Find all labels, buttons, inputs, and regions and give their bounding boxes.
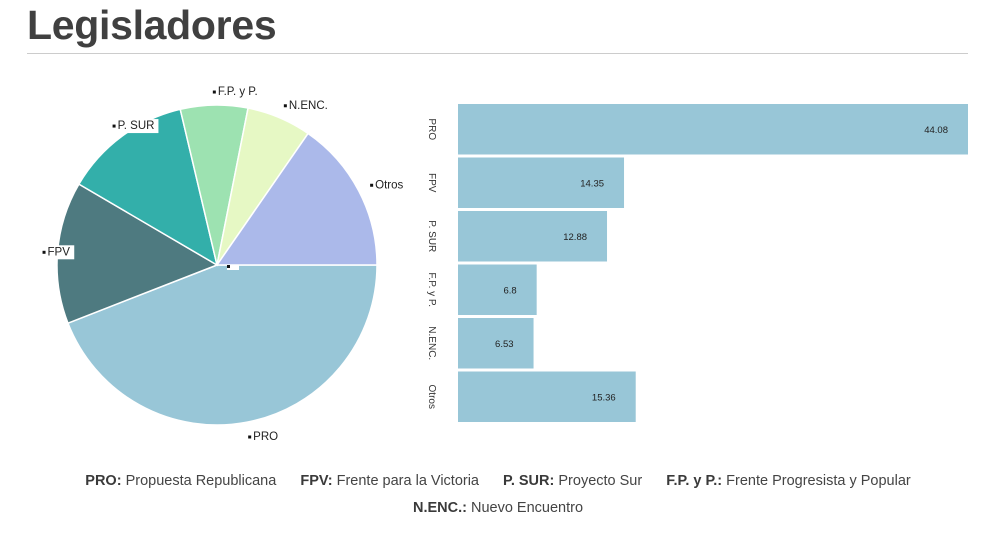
bar-tick-p-sur: P. SUR xyxy=(426,220,437,252)
svg-text:F.P. y P.: F.P. y P. xyxy=(218,86,258,98)
bar-pro xyxy=(458,104,968,155)
bar-p-sur xyxy=(458,211,608,262)
bar-tick-f-p-y-p: F.P. y P. xyxy=(426,272,437,307)
svg-text:Otros: Otros xyxy=(375,179,403,191)
legend-item-nenc: N.ENC.: Nuevo Encuentro xyxy=(412,500,584,516)
bar-value-f-p-y-p: 6.8 xyxy=(503,285,516,296)
bar-chart: 44.08 PRO 14.35 FPV 12.88 P. SUR 6.8 F.P. y P. 6… xyxy=(426,104,968,422)
legend-item-fpyp: F.P. y P.: Frente Progresista y Popular xyxy=(666,473,911,489)
svg-text:FPV: FPV xyxy=(48,246,71,258)
pie-chart xyxy=(56,104,378,426)
bar-value-fpv: 14.35 xyxy=(580,178,604,189)
svg-text:N.ENC.: N.ENC. xyxy=(289,100,328,112)
bar-tick-otros: Otros xyxy=(426,385,437,409)
pie-center-marker xyxy=(227,265,239,270)
bar-value-pro: 44.08 xyxy=(924,125,948,136)
bar-value-n-enc: 6.53 xyxy=(495,339,514,350)
title-divider xyxy=(27,53,968,54)
pie-label-otros: Otros xyxy=(368,178,408,193)
legend-item-pro: PRO: Propuesta Republicana xyxy=(85,473,277,489)
legend-item-psur: P. SUR: Proyecto Sur xyxy=(503,473,643,489)
page-title: Legisladores xyxy=(27,2,277,48)
svg-text:PRO: PRO xyxy=(253,431,278,443)
bar-fpv xyxy=(458,157,625,208)
pie-label-pro: PRO xyxy=(246,429,283,444)
bar-n-enc xyxy=(458,318,534,369)
bar-value-otros: 15.36 xyxy=(592,392,616,403)
pie-label-p-sur: P. SUR xyxy=(110,119,159,134)
pie-label-f-p-y-p: F.P. y P. xyxy=(210,85,262,100)
pie-slice-pro xyxy=(66,264,378,426)
bar-tick-pro: PRO xyxy=(426,118,437,140)
bar-tick-fpv: FPV xyxy=(426,173,437,193)
bar-tick-n-enc: N.ENC. xyxy=(426,326,437,360)
legend: PRO: Propuesta Republicana FPV: Frente p… xyxy=(40,468,956,522)
bar-value-p-sur: 12.88 xyxy=(563,232,587,243)
pie-labels: PRO FPV P. SUR F.P. y P. N.ENC. Otros xyxy=(40,85,408,444)
pie-slice-p-sur xyxy=(77,108,219,267)
charts-canvas: PRO FPV P. SUR F.P. y P. N.ENC. Otros 44.08 PR… xyxy=(40,85,968,444)
pie-label-n-enc: N.ENC. xyxy=(281,98,332,113)
svg-text:P. SUR: P. SUR xyxy=(118,120,155,132)
bar-f-p-y-p xyxy=(458,264,537,315)
bar-otros xyxy=(458,371,636,422)
pie-slice-otros xyxy=(215,132,378,266)
pie-label-fpv: FPV xyxy=(40,245,75,260)
legend-item-fpv: FPV: Frente para la Victoria xyxy=(300,473,479,489)
